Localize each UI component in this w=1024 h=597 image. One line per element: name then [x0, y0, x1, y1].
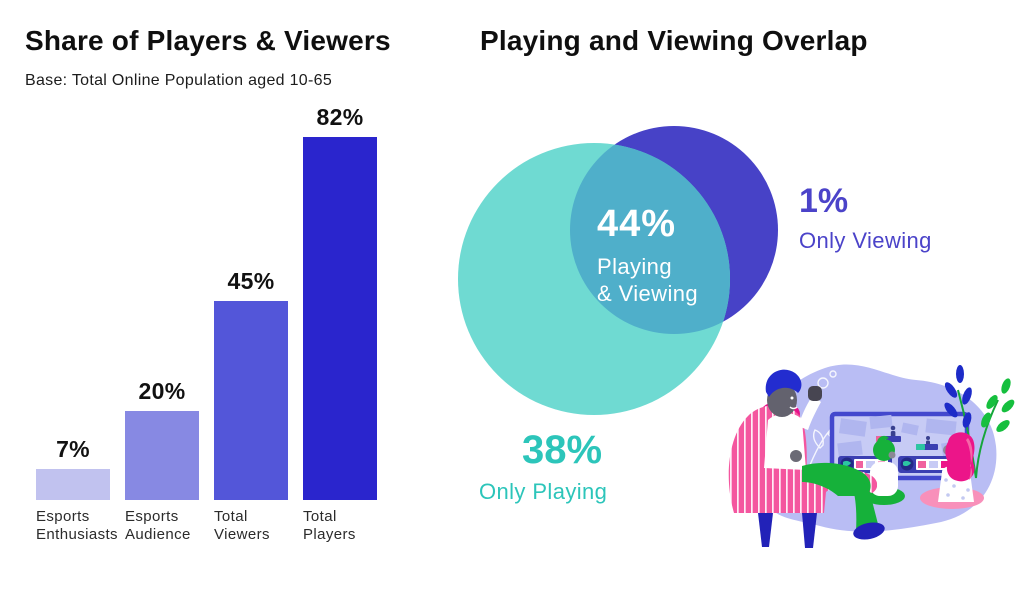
- child-watching: [863, 435, 905, 505]
- bar-column-total-viewers: 45%: [214, 268, 288, 500]
- bar-column-total-players: 82%: [303, 104, 377, 500]
- venn-overlap-label-group: 44% Playing & Viewing: [597, 205, 698, 307]
- health-bar-2-fill: [916, 444, 925, 450]
- man-hand: [790, 450, 802, 462]
- axis-label-total-players: Total Players: [303, 508, 356, 543]
- girl-hair: [945, 432, 975, 482]
- girl-watching: [920, 432, 984, 509]
- bar-column-esports-audience: 20%: [125, 378, 199, 500]
- child-face: [888, 451, 896, 459]
- bar-esports-audience: [125, 411, 199, 500]
- left-chart-title: Share of Players & Viewers: [25, 25, 391, 56]
- green-leaves: [981, 378, 1015, 432]
- venn-diagram: [458, 126, 778, 415]
- venn-overlap-region: [570, 143, 730, 334]
- only-viewing-percentage: 1%: [799, 182, 849, 220]
- bar-esports-enthusiasts: [36, 469, 110, 500]
- family-watching-esports-illustration: [728, 364, 1015, 548]
- man-hair: [765, 369, 802, 397]
- bar-total-viewers: [214, 301, 288, 500]
- axis-label-total-viewers: Total Viewers: [214, 508, 270, 543]
- only-viewing-label: Only Viewing: [799, 228, 932, 253]
- man-shoe: [853, 522, 885, 540]
- blue-leaves: [944, 365, 972, 428]
- bar-axis-labels: Esports Enthusiasts Esports Audience Tot…: [36, 508, 396, 544]
- left-chart-subtitle: Base: Total Online Population aged 10-65: [25, 72, 333, 89]
- man-cheering: [764, 369, 822, 470]
- only-playing-label: Only Playing: [479, 479, 608, 504]
- axis-label-esports-enthusiasts: Esports Enthusiasts: [36, 508, 118, 543]
- bar-chart: 7% 20% 45% 82%: [36, 104, 378, 500]
- right-chart-title: Playing and Viewing Overlap: [480, 25, 868, 56]
- bar-total-players: [303, 137, 377, 500]
- man-legs: [802, 462, 885, 540]
- bar-value-label: 45%: [227, 268, 275, 294]
- chair-leg: [802, 513, 817, 548]
- only-viewing-label-group: 1% Only Viewing: [799, 184, 932, 254]
- bar-value-label: 7%: [56, 436, 90, 462]
- bar-column-esports-enthusiasts: 7%: [36, 436, 110, 500]
- overlap-percentage: 44%: [597, 203, 677, 245]
- axis-label-esports-audience: Esports Audience: [125, 508, 191, 543]
- overlap-label: Playing & Viewing: [597, 254, 699, 306]
- only-playing-percentage: 38%: [522, 428, 603, 472]
- man-head: [767, 383, 797, 417]
- bar-value-label: 82%: [316, 104, 364, 130]
- bar-value-label: 20%: [138, 378, 186, 404]
- man-fist: [808, 386, 822, 401]
- man-raised-arm: [798, 395, 821, 430]
- chair-leg: [758, 513, 773, 547]
